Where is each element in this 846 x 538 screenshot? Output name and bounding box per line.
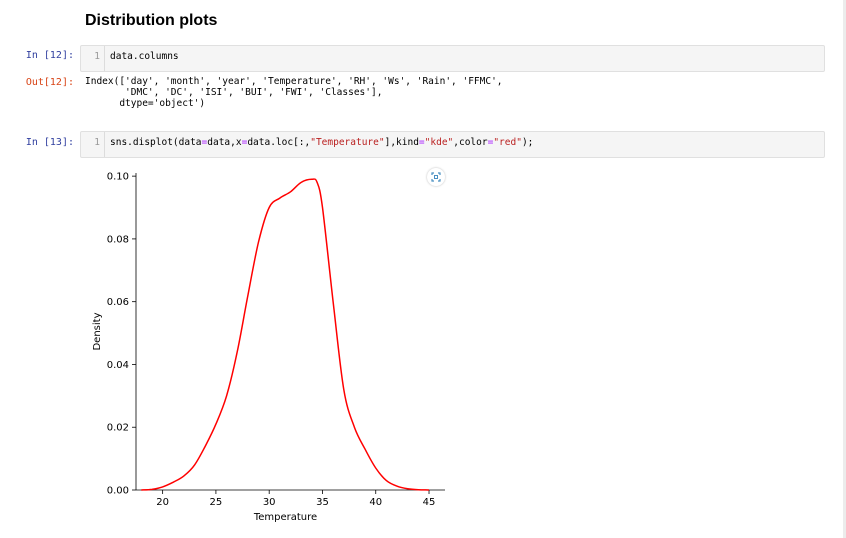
code-line: sns.displot(data=data,x=data.loc[:,"Temp… [110,137,534,148]
y-axis-label: Density [92,312,103,350]
x-tick-label: 25 [210,497,223,508]
y-tick-label: 0.02 [107,423,129,434]
output-text-12: Index(['day', 'month', 'year', 'Temperat… [85,76,503,109]
x-axis-label: Temperature [253,512,317,523]
y-tick-label: 0.06 [107,297,129,308]
output-line: 'DMC', 'DC', 'ISI', 'BUI', 'FWI', 'Class… [85,87,383,98]
x-tick-label: 40 [369,497,382,508]
output-line: Index(['day', 'month', 'year', 'Temperat… [85,76,503,87]
code-cell-13[interactable]: 1 sns.displot(data=data,x=data.loc[:,"Te… [80,131,825,158]
output-prompt-12: Out[12]: [25,77,74,88]
y-tick-label: 0.00 [107,486,129,497]
kde-curve [141,178,430,491]
input-prompt-13: In [13]: [25,137,74,148]
code-cell-12[interactable]: 1 data.columns [80,45,825,72]
x-tick-label: 35 [316,497,329,508]
y-tick-label: 0.04 [107,360,129,371]
line-number: 1 [81,132,105,157]
x-tick-label: 20 [156,497,169,508]
x-tick-label: 45 [423,497,436,508]
y-tick-label: 0.10 [107,172,129,183]
page-edge [843,0,846,538]
expand-icon[interactable] [427,168,445,186]
section-heading: Distribution plots [85,12,218,29]
x-tick-label: 30 [263,497,276,508]
line-number: 1 [81,46,105,71]
kde-plot: 20 25 30 35 40 45 0.00 0.02 0.04 0.06 0.08 0.10 Temp… [92,172,445,523]
y-tick-label: 0.08 [107,234,129,245]
code-line: data.columns [110,51,179,62]
input-prompt-12: In [12]: [25,50,74,61]
output-line: dtype='object') [85,98,206,109]
